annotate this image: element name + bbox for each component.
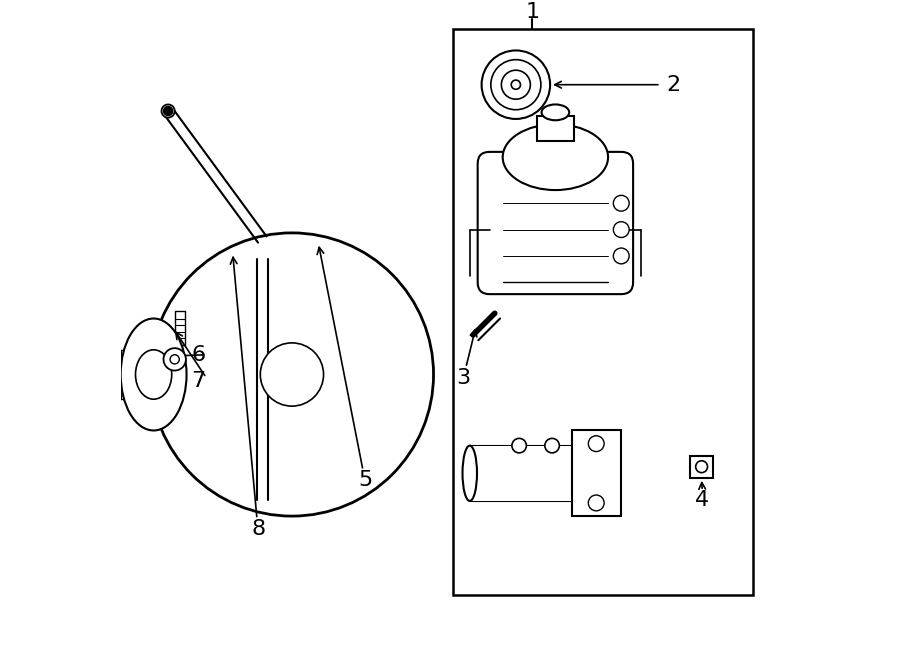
- Circle shape: [170, 355, 179, 364]
- Ellipse shape: [105, 387, 110, 399]
- FancyBboxPatch shape: [478, 152, 633, 294]
- Text: 7: 7: [192, 371, 205, 391]
- Ellipse shape: [136, 350, 172, 399]
- Circle shape: [589, 495, 604, 511]
- Circle shape: [501, 70, 530, 99]
- Ellipse shape: [463, 446, 477, 501]
- Circle shape: [260, 343, 323, 406]
- Bar: [572, 430, 621, 516]
- Circle shape: [150, 233, 434, 516]
- Text: 5: 5: [358, 470, 373, 490]
- Circle shape: [696, 461, 707, 473]
- Bar: [537, 116, 574, 141]
- Circle shape: [491, 59, 541, 110]
- Text: 6: 6: [192, 345, 205, 365]
- Ellipse shape: [542, 104, 569, 120]
- Text: 3: 3: [456, 368, 470, 388]
- Text: 8: 8: [252, 520, 266, 539]
- Circle shape: [163, 106, 174, 116]
- Circle shape: [482, 50, 550, 119]
- Circle shape: [613, 221, 629, 237]
- Bar: [690, 455, 713, 478]
- Ellipse shape: [105, 350, 110, 362]
- Circle shape: [161, 104, 175, 118]
- Bar: [470, 446, 581, 501]
- Ellipse shape: [512, 438, 526, 453]
- Text: 4: 4: [695, 490, 709, 510]
- Text: 2: 2: [667, 75, 681, 95]
- Circle shape: [511, 80, 520, 89]
- Bar: [454, 28, 753, 595]
- Ellipse shape: [121, 319, 186, 430]
- Circle shape: [613, 248, 629, 264]
- Circle shape: [589, 436, 604, 451]
- Ellipse shape: [544, 438, 559, 453]
- Circle shape: [613, 196, 629, 211]
- Text: 1: 1: [526, 2, 539, 22]
- Ellipse shape: [503, 124, 608, 190]
- Circle shape: [164, 348, 186, 371]
